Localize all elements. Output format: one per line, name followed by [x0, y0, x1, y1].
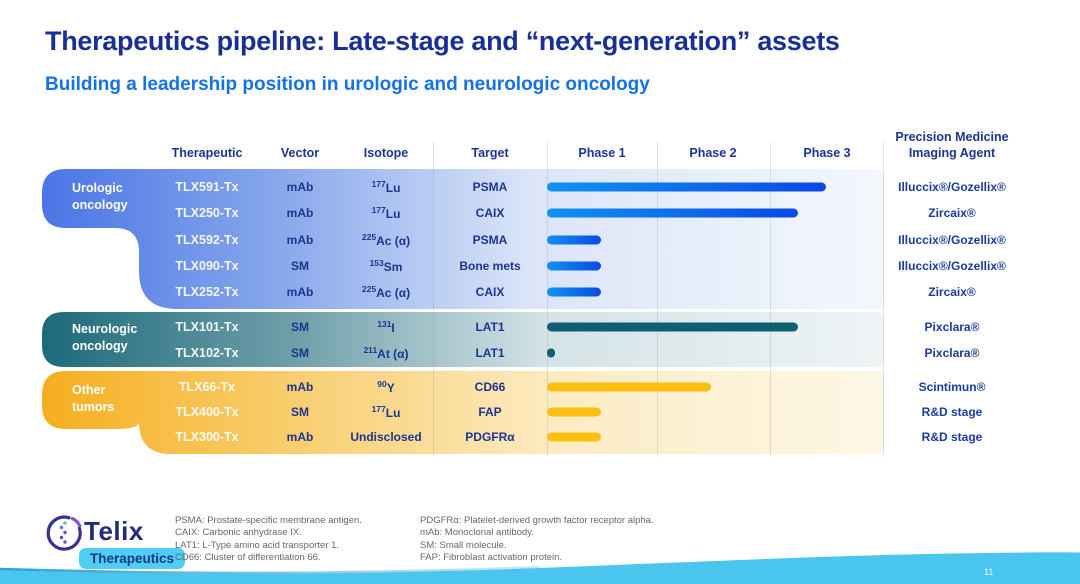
isotope-cell: 177Lu	[371, 205, 401, 221]
footnotes-column-1: PSMA: Prostate-specific membrane antigen…	[175, 515, 362, 565]
column-divider	[770, 142, 771, 457]
vector-cell: mAb	[286, 206, 314, 220]
header-isotope: Isotope	[363, 146, 409, 160]
phase-progress-bar	[547, 322, 798, 332]
telix-logo-icon	[46, 515, 82, 551]
page-number: 11	[984, 567, 994, 577]
isotope-cell: 225Ac (α)	[361, 232, 411, 248]
target-cell: CD66	[474, 380, 506, 394]
imaging-agent-label: Pixclara®	[924, 346, 980, 360]
drug-name: TLX090-Tx	[175, 259, 239, 273]
vector-cell: mAb	[286, 430, 314, 444]
phase-progress-bar	[547, 432, 601, 442]
target-cell: LAT1	[475, 320, 505, 334]
isotope-cell: Undisclosed	[350, 430, 422, 444]
drug-name: TLX400-Tx	[175, 405, 239, 419]
imaging-agent-label: Pixclara®	[924, 320, 980, 334]
footnote: SM: Small molecule.	[420, 539, 507, 551]
footnote: PDGFRα: Platelet-derived growth factor r…	[420, 515, 654, 526]
header-therapeutic: Therapeutic	[171, 146, 243, 160]
therapeutics-badge: Therapeutics	[79, 548, 186, 569]
vector-cell: SM	[291, 346, 309, 360]
imaging-agent-label: Illuccix®/Gozellix®	[898, 180, 1006, 194]
page-title: Therapeutics pipeline: Late-stage and “n…	[45, 26, 840, 56]
footnote: FAP: Fibroblast activation protein.	[420, 552, 563, 564]
group-label-urologic: Urologic oncology	[72, 181, 128, 212]
column-divider	[433, 142, 434, 457]
target-cell: Bone mets	[459, 259, 521, 273]
bottom-wave	[0, 552, 1080, 584]
group-label-neurologic: Neurologic oncology	[72, 322, 138, 353]
telix-wordmark: Telix	[84, 516, 144, 546]
target-cell: PSMA	[472, 233, 508, 247]
other-tumors-section-shape	[42, 371, 884, 454]
vector-cell: SM	[291, 259, 309, 273]
drug-name: TLX591-Tx	[175, 180, 239, 194]
target-cell: PSMA	[472, 180, 508, 194]
isotope-cell: 90Y	[377, 379, 395, 395]
column-divider	[883, 142, 884, 457]
target-cell: CAIX	[475, 206, 505, 220]
imaging-agent-label: Illuccix®/Gozellix®	[898, 259, 1006, 273]
urologic-section-shape	[42, 169, 884, 309]
imaging-agent-label: R&D stage	[921, 430, 983, 444]
imaging-agent-label: Zircaix®	[928, 285, 976, 299]
column-divider	[657, 142, 658, 457]
footnote: LAT1: L-Type amino acid transporter 1.	[175, 539, 340, 551]
imaging-agent-label: R&D stage	[921, 405, 983, 419]
drug-name: TLX102-Tx	[175, 346, 239, 360]
vector-cell: SM	[291, 405, 309, 419]
vector-cell: mAb	[286, 285, 314, 299]
header-vector: Vector	[280, 146, 320, 160]
column-divider	[547, 142, 548, 457]
isotope-cell: 225Ac (α)	[361, 284, 411, 300]
imaging-agent-label: Illuccix®/Gozellix®	[898, 233, 1006, 247]
target-cell: CAIX	[475, 285, 505, 299]
imaging-agent-label: Zircaix®	[928, 206, 976, 220]
isotope-cell: 211At (α)	[363, 345, 409, 361]
page-subtitle: Building a leadership position in urolog…	[45, 74, 650, 95]
group-label-other-tumors: Other tumors	[72, 383, 115, 414]
footnotes-column-2: PDGFRα: Platelet-derived growth factor r…	[420, 515, 654, 565]
vector-cell: mAb	[286, 233, 314, 247]
isotope-cell: 177Lu	[371, 179, 401, 195]
target-cell: FAP	[478, 405, 502, 419]
drug-name: TLX252-Tx	[175, 285, 239, 299]
phase-progress-bar	[547, 407, 601, 417]
drug-name: TLX300-Tx	[175, 430, 239, 444]
footnote: PSMA: Prostate-specific membrane antigen…	[175, 515, 362, 526]
vector-cell: mAb	[286, 380, 314, 394]
header-phase1: Phase 1	[578, 146, 626, 160]
phase-progress-bar	[547, 235, 601, 245]
target-cell: PDGFRα	[465, 430, 515, 444]
header-imaging-agent: Precision Medicine Imaging Agent	[895, 130, 1009, 160]
phase-progress-bar	[547, 208, 798, 218]
footnote: CAIX: Carbonic anhydrase IX.	[175, 527, 302, 539]
header-target: Target	[471, 146, 509, 160]
vector-cell: SM	[291, 320, 309, 334]
phase-progress-bar	[547, 348, 555, 358]
drug-name: TLX250-Tx	[175, 206, 239, 220]
isotope-cell: 131I	[377, 319, 395, 335]
target-cell: LAT1	[475, 346, 505, 360]
drug-name: TLX592-Tx	[175, 233, 239, 247]
header-phase2: Phase 2	[689, 146, 737, 160]
phase-progress-bar	[547, 261, 601, 271]
phase-progress-bar	[547, 382, 711, 392]
drug-name: TLX66-Tx	[178, 380, 236, 394]
phase-progress-bar	[547, 182, 826, 192]
isotope-cell: 153Sm	[369, 258, 403, 274]
vector-cell: mAb	[286, 180, 314, 194]
footnote: mAb: Monoclonal antibody.	[420, 527, 534, 539]
phase-progress-bar	[547, 287, 601, 297]
drug-name: TLX101-Tx	[175, 320, 239, 334]
imaging-agent-label: Scintimun®	[918, 380, 986, 394]
header-phase3: Phase 3	[803, 146, 851, 160]
isotope-cell: 177Lu	[371, 404, 401, 420]
footnote: CD66: Cluster of differentiation 66.	[175, 552, 321, 564]
